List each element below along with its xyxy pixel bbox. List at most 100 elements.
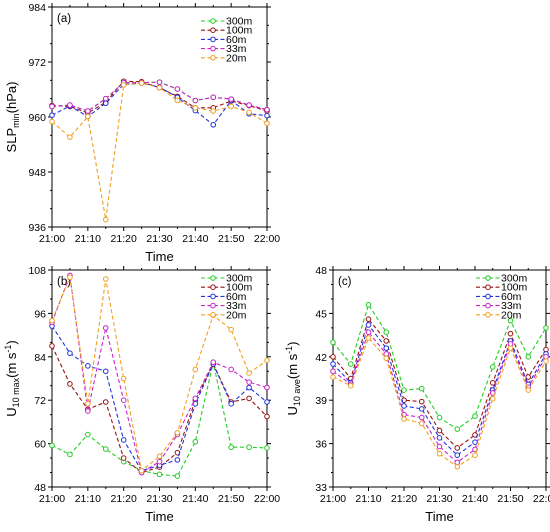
data-point-300m bbox=[525, 354, 532, 360]
y-label-unit: (hPa) bbox=[4, 82, 19, 114]
data-point-20m bbox=[49, 317, 55, 324]
y-tick-label: 984 bbox=[28, 2, 46, 14]
data-point-60m bbox=[330, 361, 336, 367]
legend-marker-20m bbox=[210, 312, 216, 318]
data-point-100m bbox=[67, 381, 73, 387]
data-point-20m bbox=[67, 274, 73, 281]
y-label-main: U bbox=[4, 407, 19, 416]
legend-marker-100m bbox=[210, 27, 216, 34]
data-point-20m bbox=[365, 335, 372, 341]
data-point-300m bbox=[418, 385, 425, 392]
data-point-60m bbox=[174, 457, 181, 463]
data-point-20m bbox=[192, 366, 199, 373]
data-point-20m bbox=[436, 450, 443, 457]
data-point-100m bbox=[330, 354, 336, 360]
data-point-60m bbox=[418, 406, 425, 412]
legend-marker-100m bbox=[485, 284, 491, 291]
data-point-300m bbox=[85, 431, 91, 438]
data-point-20m bbox=[85, 401, 91, 407]
y-label-sub: 10 ave bbox=[292, 379, 302, 406]
data-point-300m bbox=[102, 446, 109, 452]
legend-label-20m: 20m bbox=[226, 52, 247, 64]
data-point-33m bbox=[210, 94, 217, 101]
legend-label-60m: 60m bbox=[226, 291, 247, 303]
y-tick-label: 33 bbox=[315, 482, 327, 494]
data-point-300m bbox=[330, 339, 336, 346]
legend-label-100m: 100m bbox=[226, 25, 253, 37]
data-point-60m bbox=[264, 399, 270, 405]
data-point-300m bbox=[156, 471, 163, 478]
x-tick-label: 21:00 bbox=[320, 493, 346, 505]
chart-panel-0: 21:00 21:10 21:20 21:30 21:40 21:50 22:00 936 94… bbox=[4, 2, 280, 264]
legend-label-60m: 60m bbox=[226, 34, 247, 46]
data-point-100m bbox=[454, 445, 461, 451]
data-point-20m bbox=[489, 395, 496, 402]
data-point-33m bbox=[264, 106, 270, 113]
data-point-33m bbox=[156, 79, 163, 85]
data-point-300m bbox=[365, 301, 372, 308]
data-point-60m bbox=[246, 384, 252, 391]
x-axis-label: Time bbox=[425, 509, 453, 524]
legend-marker-100m bbox=[210, 284, 216, 291]
panel-label: (c) bbox=[338, 276, 352, 288]
x-tick-label: 21:50 bbox=[497, 493, 523, 505]
data-point-60m bbox=[210, 121, 217, 128]
legend-marker-60m bbox=[210, 293, 216, 300]
data-point-20m bbox=[543, 358, 549, 364]
chart-panel-1: 21:00 21:10 21:20 21:30 21:40 21:50 22:00 48 60 7… bbox=[3, 265, 280, 524]
y-tick-label: 48 bbox=[315, 265, 327, 277]
data-point-20m bbox=[174, 97, 181, 104]
x-tick-label: 22:00 bbox=[254, 493, 280, 505]
y-tick-label: 42 bbox=[315, 352, 327, 364]
data-point-60m bbox=[228, 401, 234, 407]
y-axis-label: SLPmin(hPa) bbox=[4, 82, 21, 153]
data-point-60m bbox=[264, 112, 270, 119]
legend-label-300m: 300m bbox=[226, 273, 253, 285]
data-point-20m bbox=[102, 216, 109, 223]
data-point-33m bbox=[67, 102, 73, 108]
x-tick-label: 22:00 bbox=[254, 233, 280, 245]
data-point-300m bbox=[347, 361, 354, 367]
series-line-33m bbox=[332, 331, 547, 464]
x-tick-label: 21:10 bbox=[75, 493, 101, 505]
x-tick-label: 22:00 bbox=[533, 493, 550, 505]
y-tick-label: 960 bbox=[28, 112, 46, 124]
legend-marker-33m bbox=[210, 45, 216, 52]
data-point-33m bbox=[418, 414, 425, 421]
data-point-33m bbox=[120, 397, 127, 404]
data-point-20m bbox=[472, 452, 478, 458]
legend-label-20m: 20m bbox=[501, 309, 522, 321]
data-point-20m bbox=[264, 357, 270, 364]
panel-label: (a) bbox=[57, 13, 71, 25]
data-point-300m bbox=[228, 444, 234, 451]
data-point-300m bbox=[174, 473, 181, 479]
legend-marker-300m bbox=[485, 275, 491, 281]
data-point-20m bbox=[418, 420, 425, 427]
legend-marker-60m bbox=[485, 293, 491, 300]
legend-label-300m: 300m bbox=[501, 273, 528, 285]
data-point-33m bbox=[192, 395, 199, 402]
y-tick-label: 48 bbox=[34, 482, 46, 494]
data-point-33m bbox=[102, 325, 109, 331]
x-tick-label: 21:40 bbox=[182, 233, 208, 245]
data-point-20m bbox=[246, 370, 252, 376]
data-point-20m bbox=[174, 429, 181, 436]
legend-label-60m: 60m bbox=[501, 291, 522, 303]
data-point-33m bbox=[365, 329, 372, 336]
data-point-60m bbox=[49, 112, 55, 118]
y-tick-label: 96 bbox=[34, 308, 46, 320]
data-point-300m bbox=[401, 387, 407, 393]
data-point-100m bbox=[49, 343, 55, 349]
chart-panel-2: 21:00 21:10 21:20 21:30 21:40 21:50 22:00 33 36 3… bbox=[284, 265, 550, 524]
data-point-33m bbox=[210, 359, 217, 366]
data-point-20m bbox=[347, 382, 354, 389]
data-point-60m bbox=[383, 345, 390, 351]
data-point-20m bbox=[330, 374, 336, 380]
data-point-100m bbox=[120, 455, 127, 461]
legend-marker-33m bbox=[210, 302, 216, 309]
y-label-main: U bbox=[285, 406, 300, 415]
legend-label-100m: 100m bbox=[501, 282, 528, 294]
data-point-20m bbox=[49, 118, 55, 125]
data-point-300m bbox=[383, 329, 390, 336]
data-point-60m bbox=[454, 452, 461, 458]
